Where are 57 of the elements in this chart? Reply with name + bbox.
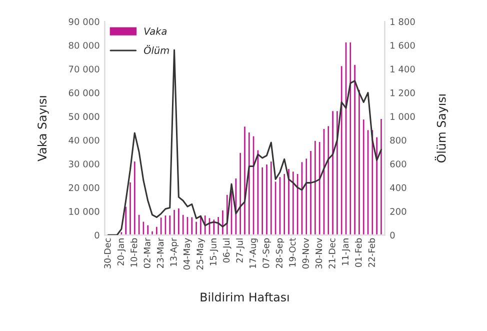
y2-tick-label: 800 (390, 136, 406, 144)
legend-label: Vaka (144, 27, 167, 35)
y-tick-label: 50 000 (68, 113, 100, 120)
y-tick-label: 40 000 (68, 136, 100, 144)
x-tick-label: 15-Jun (210, 238, 218, 266)
x-tick-label: 19-Oct (289, 238, 296, 266)
y2-axis-title: Ölüm Sayısı (434, 94, 448, 162)
bar (330, 110, 335, 236)
y-tick-label: 70 000 (68, 66, 100, 73)
y-tick-label: 0 (94, 232, 100, 239)
y-tick-label: 60 000 (68, 89, 100, 96)
bar (251, 134, 256, 236)
x-tick-label: 22-Feb (368, 238, 375, 267)
bar (344, 40, 348, 236)
y2-tick-label: 600 (390, 160, 406, 168)
bar (300, 160, 304, 236)
x-tick-label: 23-Mar (156, 238, 164, 268)
y-tick-label: 20 000 (68, 184, 100, 192)
y-axis-title: Vaka Sayısı (37, 96, 49, 162)
y2-tick-label: 1 200 (390, 89, 415, 96)
y2-tick-label: 1 000 (390, 113, 415, 120)
y2-tick-label: 0 (390, 232, 395, 239)
x-tick-label: 06-Jul (222, 238, 232, 263)
x-tick-label: 17-Aug (250, 238, 258, 268)
y2-tick-label: 200 (390, 208, 406, 215)
y-tick-label: 30 000 (68, 160, 100, 168)
x-tick-label: 11-Jan (342, 238, 350, 266)
x-tick-label: 01-Feb (354, 238, 362, 267)
x-tick-label: 21-Dec (328, 238, 336, 268)
x-tick-label: 25-May (196, 238, 205, 270)
bar (286, 168, 291, 236)
x-tick-label: 27-Jul (236, 238, 244, 262)
y-tick-label: 80 000 (68, 42, 100, 49)
bar (163, 214, 168, 236)
bar (172, 208, 176, 236)
x-tick-label: 30-Dec (104, 238, 111, 268)
x-tick-label: 09-Nov (302, 238, 309, 269)
y2-tick-label: 1 600 (390, 42, 415, 49)
bar (185, 216, 190, 236)
x-tick-label: 04-May (183, 238, 192, 270)
bar (322, 128, 326, 236)
x-tick-label: 28-Sep (276, 238, 284, 268)
x-tick-label: 02-Mar (144, 238, 150, 268)
y2-tick-label: 400 (390, 184, 406, 192)
y2-tick-label: 1 800 (390, 18, 415, 26)
legend-label: Ölüm (144, 45, 169, 54)
x-axis-title: Bildirim Haftası (200, 292, 289, 302)
bar (264, 163, 269, 236)
x-tick-label: 30-Nov (315, 238, 322, 268)
y-tick-label: 90 000 (68, 18, 100, 26)
x-tick-label: 10-Feb (130, 238, 138, 267)
bar (242, 125, 247, 236)
x-tick-label: 07-Sep (262, 238, 271, 268)
y2-tick-label: 1 400 (390, 66, 415, 73)
y-tick-label: 10 000 (69, 208, 100, 215)
x-tick-label: 20-Jan (117, 238, 126, 266)
x-tick-label: 13-Apr (170, 238, 179, 266)
